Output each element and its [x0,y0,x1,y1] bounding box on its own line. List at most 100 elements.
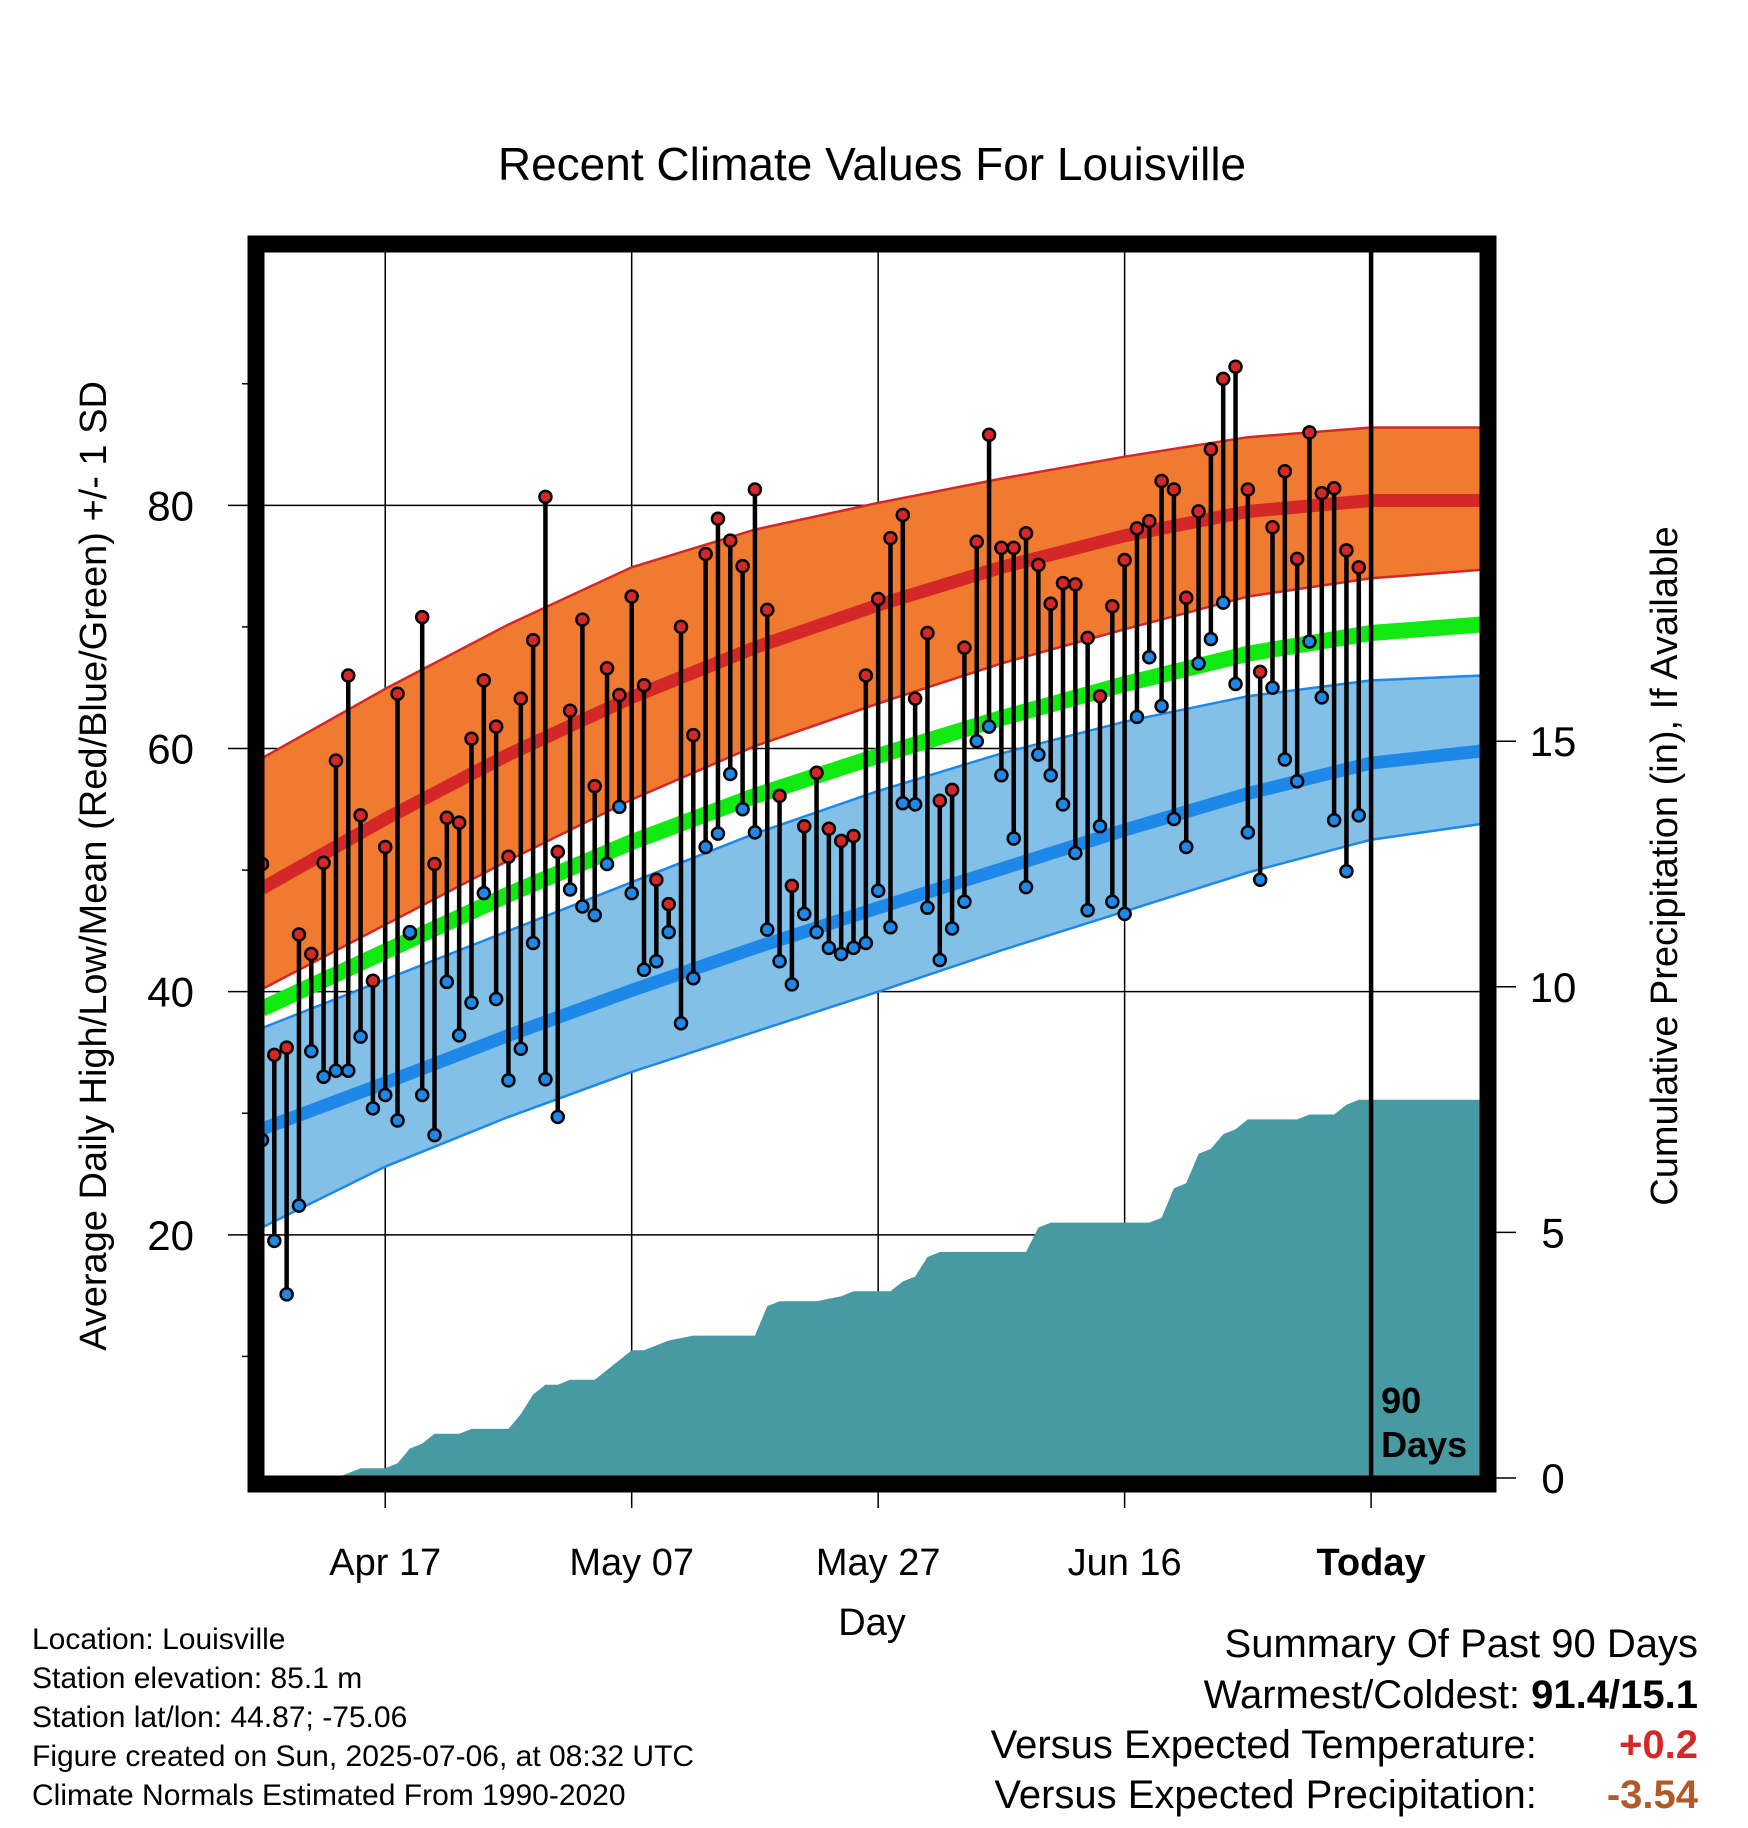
daily-low-point [673,1016,689,1031]
daily-high-point [723,533,738,548]
daily-high-point [1092,688,1108,704]
y2-tick-label: 15 [1530,718,1577,765]
daily-high-point [661,896,676,912]
daily-high-point [390,686,405,702]
daily-low-point [1080,902,1095,918]
daily-high-point [821,821,837,836]
daily-high-point [1080,630,1095,646]
daily-low-point [451,1028,467,1043]
daily-high-point [784,878,800,894]
daily-low-point [1178,839,1194,855]
daily-high-point [1215,371,1231,387]
daily-low-point [846,940,861,956]
daily-low-point [402,924,418,940]
daily-low-point [772,954,787,969]
daily-low-point [550,1109,566,1125]
daily-high-point [525,633,541,648]
daily-high-point [328,753,344,768]
y2-tick-label: 0 [1541,1455,1564,1502]
daily-high-point [513,691,529,706]
daily-high-point [760,602,775,618]
today-days-label: 90 Days [1381,1380,1467,1465]
daily-low-point [624,885,639,901]
summary-title: Summary Of Past 90 Days [1224,1622,1698,1666]
daily-low-point [562,882,578,897]
x-tick-label: May 07 [569,1542,694,1584]
daily-low-point [328,1063,344,1078]
daily-low-point [981,719,997,734]
daily-low-point [833,946,849,962]
daily-low-point [1166,811,1182,827]
precip-anomaly-label: Versus Expected Precipitation: [994,1773,1537,1817]
y-tick-label: 40 [147,969,194,1016]
daily-high-point [1178,590,1194,605]
daily-low-point [747,825,763,840]
warmest-coldest-row: Warmest/Coldest: 91.4/15.1 [991,1670,1698,1720]
daily-low-point [439,974,455,990]
daily-low-point [488,991,504,1007]
daily-low-point [1117,906,1132,922]
daily-high-point [981,427,997,443]
daily-low-point [1092,819,1108,834]
daily-high-point [1265,519,1280,535]
daily-high-point [464,731,479,747]
daily-high-point [538,489,553,505]
daily-high-point [1289,551,1305,567]
daily-high-point [698,546,713,562]
daily-low-point [414,1087,430,1103]
daily-high-point [883,530,898,546]
daily-high-point [353,808,368,823]
daily-high-point [932,793,948,809]
daily-low-point [920,900,935,916]
daily-low-point [723,766,738,782]
x-tick-label: Today [1317,1542,1426,1584]
y2-tick-label: 10 [1530,964,1577,1011]
daily-high-point [439,810,455,826]
daily-low-point [710,826,726,841]
daily-low-point [1129,709,1145,725]
daily-low-point [1055,797,1071,812]
daily-high-point [451,815,467,830]
x-tick-label: Apr 17 [329,1542,441,1584]
daily-high-point [673,619,689,635]
daily-high-point [747,482,763,497]
plot-frame [247,235,1497,1493]
daily-low-point [304,1043,319,1059]
daily-high-point [686,727,701,743]
daily-low-point [341,1063,356,1078]
chart-title: Recent Climate Values For Louisville [498,138,1246,190]
daily-low-point [649,954,664,969]
daily-low-point [1018,879,1034,895]
daily-high-point [1068,577,1083,592]
daily-low-point [513,1041,529,1057]
warmest-coldest-label: Warmest/Coldest: [1203,1673,1521,1717]
daily-low-point [1105,894,1120,909]
daily-high-point [1240,482,1256,497]
daily-low-point [1203,631,1219,647]
daily-high-point [612,687,627,703]
daily-low-point [1006,831,1021,846]
daily-low-point [944,921,960,936]
normal-low-line [262,744,1482,1136]
x-tick-label: May 27 [816,1542,941,1584]
daily-high-point [267,1047,282,1063]
daily-low-point [969,733,984,749]
daily-high-point [316,855,331,871]
daily-high-point [427,856,442,872]
daily-high-point [969,534,984,550]
plot-area [262,250,1482,1478]
daily-high-point [710,511,726,526]
daily-high-point [1154,473,1169,489]
daily-low-point [821,940,837,956]
daily-low-point [427,1127,442,1143]
y-tick-label: 60 [147,725,194,772]
daily-low-point [291,1198,307,1213]
daily-low-point [365,1101,381,1116]
elevation-text: Station elevation: 85.1 m [32,1662,363,1695]
daily-high-point [562,703,578,719]
daily-low-point [316,1069,331,1085]
daily-low-point [476,885,492,901]
daily-low-point [1351,808,1367,823]
daily-high-point [944,782,960,798]
